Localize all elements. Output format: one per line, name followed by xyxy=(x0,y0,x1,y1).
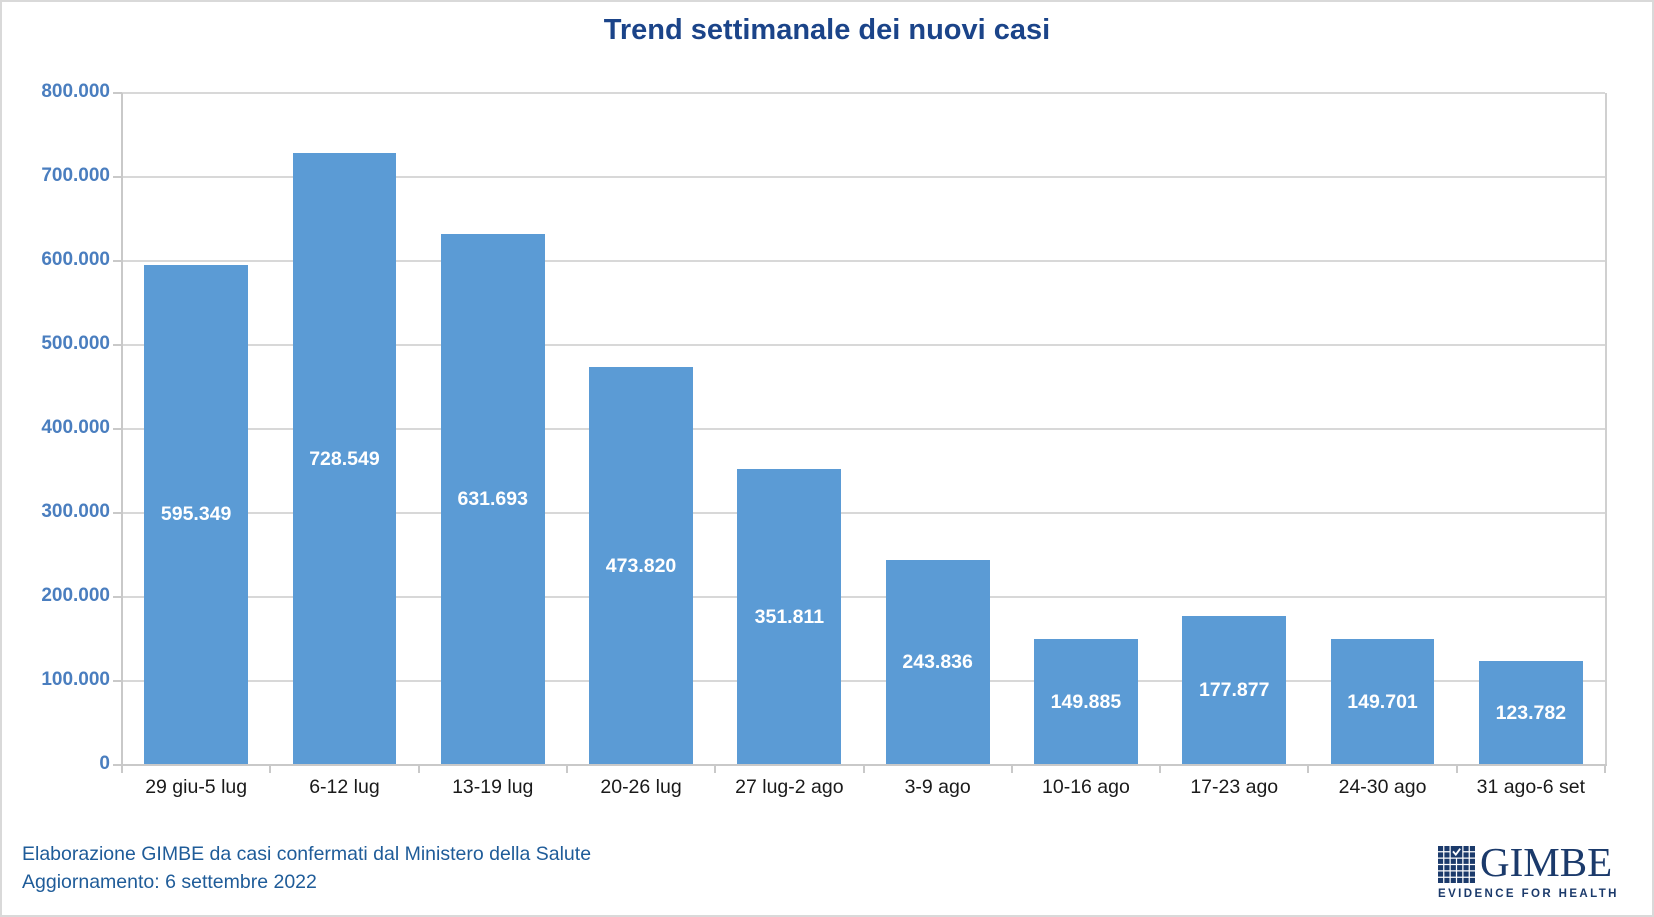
x-axis-category-label: 10-16 ago xyxy=(1042,776,1130,798)
bar-value-label: 149.701 xyxy=(1347,690,1418,713)
x-axis-category-label: 24-30 ago xyxy=(1338,776,1427,798)
gridline xyxy=(122,260,1605,262)
bar-17-23 ago: 177.877 xyxy=(1182,615,1287,765)
y-axis-tick-label: 300.000 xyxy=(41,501,110,522)
bar-6-12 lug: 728.549 xyxy=(292,153,397,765)
y-axis-tick-label: 0 xyxy=(99,753,110,774)
y-axis-tick xyxy=(113,680,122,682)
x-axis-tick xyxy=(121,765,123,773)
bar-slot: 149.885 xyxy=(1012,93,1160,765)
bar-value-label: 149.885 xyxy=(1050,690,1122,713)
gridline xyxy=(122,92,1605,94)
x-axis-tick xyxy=(714,765,717,773)
footer-update-note: Aggiornamento: 6 settembre 2022 xyxy=(22,871,317,893)
bar-10-16 ago: 149.885 xyxy=(1034,639,1138,765)
footer-source-note: Elaborazione GIMBE da casi confermati da… xyxy=(22,843,592,865)
x-axis-labels: 29 giu-5 lug 6-12 lug 13-19 lug 20-26 lug 27… xyxy=(122,772,1605,799)
gridline xyxy=(122,428,1605,430)
bar-value-label: 177.877 xyxy=(1198,678,1270,701)
gridline xyxy=(122,596,1605,598)
chart-title: Trend settimanale dei nuovi casi xyxy=(603,14,1051,46)
x-axis-category-label: 31 ago-6 set xyxy=(1476,776,1586,798)
footer-notes: Elaborazione GIMBE da casi confermati da… xyxy=(22,840,591,896)
y-axis-tick-label: 100.000 xyxy=(41,669,110,690)
y-axis-tick-label: 600.000 xyxy=(41,249,110,270)
x-axis-category-label: 29 giu-5 lug xyxy=(145,776,248,798)
plot-area: 595.349 728.549 631.693 473.820 351.811 243.8… xyxy=(122,92,1607,765)
x-axis-tick xyxy=(1307,765,1310,773)
bar-value-label: 351.811 xyxy=(754,605,825,628)
y-axis-tick-label: 200.000 xyxy=(41,585,110,606)
x-axis-category-label: 27 lug-2 ago xyxy=(735,776,844,798)
y-axis-tick-label: 800.000 xyxy=(41,81,110,102)
x-axis-tick xyxy=(862,765,865,773)
gimbe-logo-top: GIMBE xyxy=(1438,842,1612,883)
y-axis-tick-label: 500.000 xyxy=(41,333,110,354)
gimbe-grid-check-icon xyxy=(1438,846,1475,883)
bar-slot: 123.782 xyxy=(1457,93,1605,765)
bar-value-label: 595.349 xyxy=(160,503,232,526)
bar-slot: 473.820 xyxy=(567,93,715,765)
bar-3-9 ago: 243.836 xyxy=(885,560,990,765)
bar-slot: 149.701 xyxy=(1308,93,1456,765)
y-axis-tick-label: 700.000 xyxy=(41,165,110,186)
y-axis-tick-label: 400.000 xyxy=(41,417,110,438)
bars-row: 595.349 728.549 631.693 473.820 351.811 243.8… xyxy=(122,93,1605,765)
bar-value-label: 728.549 xyxy=(309,447,380,470)
y-axis-tick xyxy=(113,260,122,262)
gimbe-logo-tagline: EVIDENCE FOR HEALTH xyxy=(1438,888,1619,900)
x-axis-tick xyxy=(417,765,420,773)
gridline xyxy=(122,176,1605,178)
y-axis-line xyxy=(121,93,123,772)
bar-27 lug-2 ago: 351.811 xyxy=(737,469,842,765)
bar-13-19 lug: 631.693 xyxy=(440,234,545,765)
gimbe-logo-wordmark: GIMBE xyxy=(1480,839,1613,885)
x-axis-tick xyxy=(1455,765,1458,773)
x-axis-tick xyxy=(565,765,568,773)
x-axis-line xyxy=(122,764,1607,766)
y-axis-tick xyxy=(113,176,122,178)
bar-value-label: 631.693 xyxy=(457,488,528,511)
x-axis-tick xyxy=(269,765,272,773)
bar-slot: 595.349 xyxy=(122,93,270,765)
x-axis-tick xyxy=(1159,765,1162,773)
bar-slot: 728.549 xyxy=(270,93,418,765)
y-axis-tick xyxy=(113,344,122,346)
bar-20-26 lug: 473.820 xyxy=(589,367,693,765)
y-axis-tick xyxy=(113,764,122,766)
bar-29 giu-5 lug: 595.349 xyxy=(144,264,249,765)
x-axis-tick xyxy=(1604,765,1606,773)
gimbe-logo: GIMBE EVIDENCE FOR HEALTH xyxy=(1438,842,1619,900)
x-axis-category-label: 13-19 lug xyxy=(452,776,534,798)
bar-24-30 ago: 149.701 xyxy=(1330,639,1435,765)
x-axis-category-label: 20-26 lug xyxy=(600,776,682,798)
bar-slot: 177.877 xyxy=(1160,93,1308,765)
bar-31 ago-6 set: 123.782 xyxy=(1478,661,1583,765)
y-axis-tick xyxy=(113,92,122,94)
gridline xyxy=(122,680,1605,682)
bar-slot: 631.693 xyxy=(419,93,567,765)
y-axis-tick xyxy=(113,428,122,430)
bar-value-label: 243.836 xyxy=(902,651,973,674)
gridline xyxy=(122,512,1605,514)
x-axis-category-label: 3-9 ago xyxy=(904,776,971,798)
gridline xyxy=(122,344,1605,346)
bar-slot: 351.811 xyxy=(715,93,863,765)
y-axis-tick xyxy=(113,596,122,598)
bar-value-label: 123.782 xyxy=(1495,701,1567,724)
y-axis-tick xyxy=(113,512,122,514)
x-axis-tick xyxy=(1010,765,1013,773)
x-axis-category-label: 17-23 ago xyxy=(1190,776,1279,798)
bar-slot: 243.836 xyxy=(863,93,1011,765)
bar-value-label: 473.820 xyxy=(605,554,677,577)
x-axis-category-label: 6-12 lug xyxy=(309,776,380,798)
